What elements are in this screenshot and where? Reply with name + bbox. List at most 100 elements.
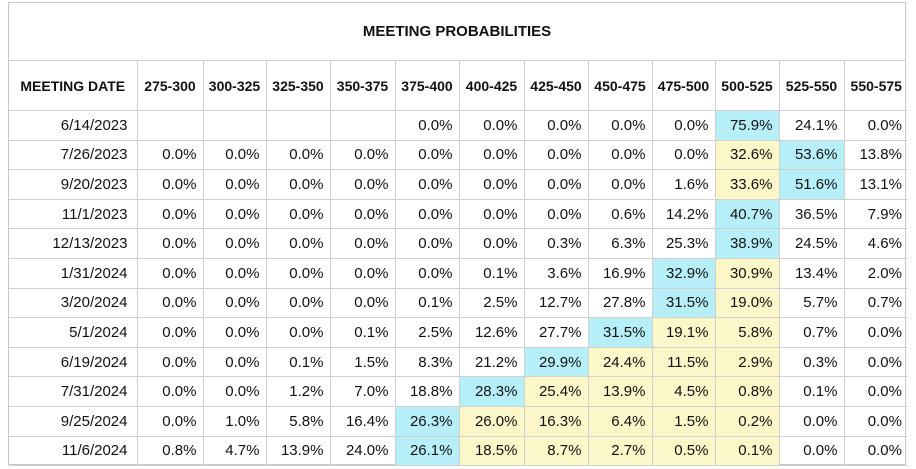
probability-cell: 0.0% [265, 317, 331, 348]
probability-cell: 53.6% [778, 139, 845, 171]
probability-cell: 0.3% [523, 228, 589, 259]
probability-cell: 38.9% [714, 228, 780, 259]
probability-cell: 18.8% [394, 376, 460, 407]
meeting-date-cell: 11/1/2023 [9, 198, 138, 230]
probability-cell: 0.0% [136, 198, 204, 230]
table-row: 6/19/2024 0.0% 0.0% 0.1% 1.5% 8.3% 21.2% 29.9% 2… [9, 346, 908, 378]
probability-cell: 0.0% [394, 139, 460, 171]
probability-cell: 0.0% [136, 317, 204, 348]
probability-cell: 0.0% [136, 257, 204, 289]
table-row: 12/13/2023 0.0% 0.0% 0.0% 0.0% 0.0% 0.0% 0.3% 6.… [9, 228, 908, 259]
probability-cell: 33.6% [714, 169, 780, 200]
probability-cell: 0.0% [778, 435, 845, 467]
table-row: 1/31/2024 0.0% 0.0% 0.0% 0.0% 0.0% 0.1% 3.6% 16.… [9, 257, 908, 289]
probability-cell: 16.3% [523, 405, 589, 437]
probability-cell: 13.9% [265, 435, 331, 467]
probability-cell: 2.5% [458, 287, 525, 319]
probability-cell: 31.5% [651, 287, 716, 319]
probability-cell: 0.0% [523, 198, 589, 230]
probability-cell: 2.5% [394, 317, 460, 348]
table-row: 11/1/2023 0.0% 0.0% 0.0% 0.0% 0.0% 0.0% 0.0% 0.6… [9, 198, 908, 230]
probability-cell: 0.0% [329, 139, 396, 171]
probability-cell: 1.6% [651, 169, 716, 200]
probability-cell: 75.9% [714, 110, 780, 141]
probability-cell: 19.1% [651, 317, 716, 348]
probability-cell: 0.0% [394, 169, 460, 200]
meeting-date-cell: 3/20/2024 [9, 287, 138, 319]
probability-cell: 8.3% [394, 346, 460, 378]
meeting-date-cell: 11/6/2024 [9, 435, 138, 467]
probability-cell: 0.0% [329, 257, 396, 289]
probability-cell: 32.9% [651, 257, 716, 289]
probability-cell: 5.7% [778, 287, 845, 319]
probability-cell: 0.0% [136, 139, 204, 171]
probability-cell: 7.9% [843, 198, 908, 230]
probability-cell: 29.9% [523, 346, 589, 378]
header-row: MEETING DATE 275-300 300-325 325-350 350-375… [9, 61, 908, 111]
probability-cell: 7.0% [329, 376, 396, 407]
probability-cell: 0.0% [136, 228, 204, 259]
meeting-date-cell: 5/1/2024 [9, 317, 138, 348]
probability-cell: 0.0% [265, 287, 331, 319]
probability-cell: 0.3% [778, 346, 845, 378]
probability-cell: 0.1% [458, 257, 525, 289]
table-body: 6/14/2023 0.0% 0.0% 0.0% 0.0% 0.0% 75.9% 24.1% 0… [9, 110, 908, 467]
probability-cell: 18.5% [458, 435, 525, 467]
probability-cell: 0.1% [714, 435, 780, 467]
probability-cell: 0.0% [329, 287, 396, 319]
probability-cell: 19.0% [714, 287, 780, 319]
probability-cell: 12.7% [523, 287, 589, 319]
probability-cell: 0.0% [265, 228, 331, 259]
meeting-date-cell: 9/20/2023 [9, 169, 138, 200]
probability-cell: 27.8% [587, 287, 653, 319]
probability-cell: 0.1% [394, 287, 460, 319]
probability-cell: 13.4% [778, 257, 845, 289]
probability-cell: 0.0% [136, 169, 204, 200]
probability-cell: 51.6% [778, 169, 845, 200]
probability-cell: 0.6% [587, 198, 653, 230]
meeting-date-cell: 9/25/2024 [9, 405, 138, 437]
probability-cell: 0.0% [651, 139, 716, 171]
column-header-325-350: 325-350 [265, 61, 331, 111]
probability-cell: 31.5% [587, 317, 653, 348]
column-header-400-425: 400-425 [458, 61, 525, 111]
probability-cell: 13.9% [587, 376, 653, 407]
probability-cell: 1.2% [265, 376, 331, 407]
probability-cell: 5.8% [714, 317, 780, 348]
meeting-date-cell: 7/26/2023 [9, 139, 138, 171]
probability-cell: 1.5% [329, 346, 396, 378]
probability-cell: 24.0% [329, 435, 396, 467]
probability-cell: 13.8% [843, 139, 908, 171]
probability-cell: 4.7% [202, 435, 267, 467]
probability-cell: 0.1% [329, 317, 396, 348]
probability-cell: 0.0% [523, 110, 589, 141]
probability-cell: 6.3% [587, 228, 653, 259]
probability-cell: 16.9% [587, 257, 653, 289]
probability-cell: 0.0% [523, 139, 589, 171]
probability-cell: 11.5% [651, 346, 716, 378]
probability-cell: 26.1% [394, 435, 460, 467]
probability-cell: 5.8% [265, 405, 331, 437]
probability-cell: 28.3% [458, 376, 525, 407]
probability-cell: 25.3% [651, 228, 716, 259]
probability-cell: 0.0% [458, 110, 525, 141]
probability-cell: 0.0% [202, 376, 267, 407]
meeting-date-cell: 6/14/2023 [9, 110, 138, 141]
column-header-375-400: 375-400 [394, 61, 460, 111]
probability-cell: 0.0% [458, 198, 525, 230]
probability-cell: 2.0% [843, 257, 908, 289]
probability-cell: 26.0% [458, 405, 525, 437]
probability-cell: 0.0% [843, 110, 908, 141]
probability-cell: 6.4% [587, 405, 653, 437]
table-row: 11/6/2024 0.8% 4.7% 13.9% 24.0% 26.1% 18.5% 8.7… [9, 435, 908, 467]
probability-cell: 0.1% [265, 346, 331, 378]
table-row: 7/26/2023 0.0% 0.0% 0.0% 0.0% 0.0% 0.0% 0.0% 0.0… [9, 139, 908, 171]
probability-cell: 0.0% [136, 376, 204, 407]
probability-cell: 24.5% [778, 228, 845, 259]
probability-cell: 0.0% [136, 346, 204, 378]
probability-cell: 0.0% [778, 405, 845, 437]
table-row: 7/31/2024 0.0% 0.0% 1.2% 7.0% 18.8% 28.3% 25.4%… [9, 376, 908, 407]
probability-cell: 0.7% [778, 317, 845, 348]
meeting-date-cell: 7/31/2024 [9, 376, 138, 407]
probability-cell: 25.4% [523, 376, 589, 407]
